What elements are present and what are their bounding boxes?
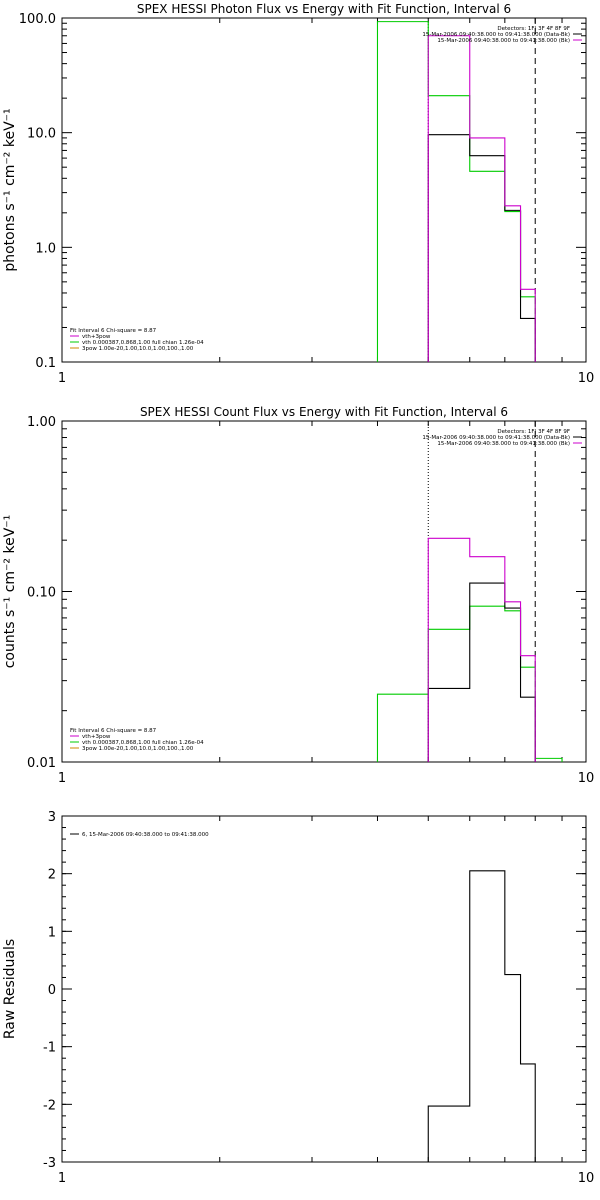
plot-frame: [61, 815, 587, 1163]
legend-right-text: 15-Mar-2006 09:40:38.000 to 09:41:38.000…: [437, 38, 570, 44]
legend-right-text: 15-Mar-2006 09:40:38.000 to 09:41:38.000…: [422, 435, 570, 441]
chart-title: SPEX HESSI Photon Flux vs Energy with Fi…: [137, 2, 511, 16]
y-tick-label: 2: [48, 868, 56, 883]
series-1-step: [427, 870, 536, 1162]
x-tick-label: 1: [58, 1171, 66, 1186]
legend-left-text: Fit Interval 6 Chi-square = 8.87: [70, 728, 157, 734]
legend-right-text: 15-Mar-2006 09:40:38.000 to 09:41:38.000…: [437, 441, 570, 447]
x-tick-label: 10: [578, 771, 595, 786]
y-tick-label: -3: [43, 1156, 56, 1171]
x-tick-label: 10: [578, 1171, 595, 1186]
legend-left-text: Fit Interval 6 Chi-square = 8.87: [70, 328, 157, 334]
y-tick-label: 1.00: [27, 415, 56, 430]
x-tick-label: 1: [58, 771, 66, 786]
plot-panel-3: Raw Residuals 1 10 -3 -2 -1 0 1 2 3 6, 15-Mar-2006…: [2, 810, 594, 1186]
y-tick-label: 0.01: [27, 756, 56, 771]
y-axis-label: photons s⁻¹ cm⁻² keV⁻¹: [2, 108, 18, 271]
series-3-step: [427, 537, 536, 762]
plot-panel-2: SPEX HESSI Count Flux vs Energy with Fit…: [2, 405, 594, 786]
legend-left-text: vth+3pow: [82, 334, 111, 340]
plot-frame: [61, 17, 587, 363]
y-tick-label: 0.1: [35, 356, 56, 371]
legend-right-text: Detectors: 1F| 3F 4F 8F 9F: [497, 26, 570, 32]
x-tick-label: 1: [58, 371, 66, 386]
x-tick-label: 10: [578, 371, 595, 386]
y-tick-label: 10.0: [27, 127, 56, 142]
legend-right-text: Detectors: 1F| 3F 4F 8F 9F: [497, 429, 570, 435]
y-tick-label: 3: [48, 810, 56, 825]
chart-title: SPEX HESSI Count Flux vs Energy with Fit…: [140, 405, 508, 419]
series-1-step: [376, 21, 536, 362]
plot-panel-1: SPEX HESSI Photon Flux vs Energy with Fi…: [2, 2, 594, 386]
y-tick-label: 100.0: [19, 12, 56, 27]
series-2-step: [427, 134, 536, 362]
y-tick-label: 1: [48, 925, 56, 940]
legend-left-text: 3pow 1.00e-20,1.00,10.0,1.00,100.,1.00: [82, 746, 194, 752]
series-3-step: [427, 35, 536, 362]
plot-frame: [61, 420, 587, 763]
legend-left-text: vth 0.000387,0.868,1.00 full chian 1.26e…: [82, 740, 204, 746]
legend-left-text: vth+3pow: [82, 734, 111, 740]
legend-left-text: 3pow 1.00e-20,1.00,10.0,1.00,100.,1.00: [82, 346, 194, 352]
y-tick-label: -2: [43, 1098, 56, 1113]
y-tick-label: 0: [48, 983, 56, 998]
y-tick-label: -1: [43, 1041, 56, 1056]
y-axis-label: counts s⁻¹ cm⁻² keV⁻¹: [2, 515, 18, 669]
y-tick-label: 1.0: [35, 241, 56, 256]
legend-right-text: 15-Mar-2006 09:40:38.000 to 09:41:38.000…: [422, 32, 570, 38]
legend-left-text: 6, 15-Mar-2006 09:40:38.000 to 09:41:38.…: [82, 832, 209, 838]
series-2-step: [427, 582, 536, 762]
legend-left-text: vth 0.000387,0.868,1.00 full chian 1.26e…: [82, 340, 204, 346]
y-tick-label: 0.10: [27, 586, 56, 601]
y-axis-label: Raw Residuals: [2, 939, 18, 1039]
